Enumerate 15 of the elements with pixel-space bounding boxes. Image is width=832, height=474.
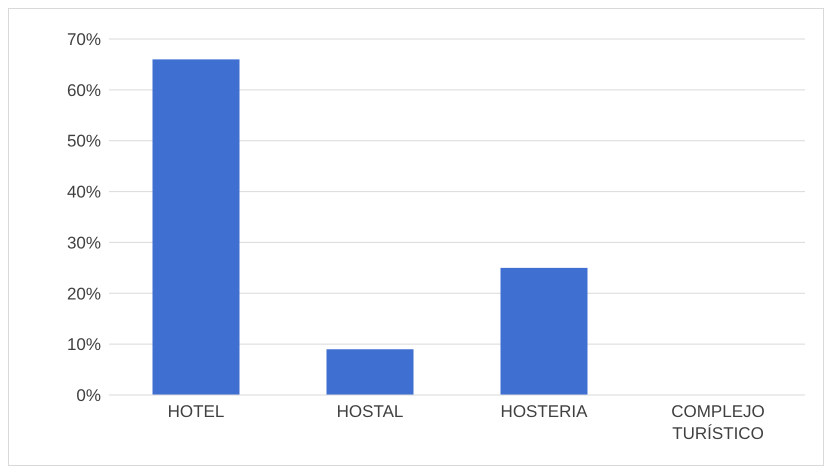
y-tick-label: 30% [66,233,101,252]
x-tick-label: HOSTERIA [500,402,588,421]
y-tick-label: 50% [66,132,101,151]
y-tick-label: 20% [66,284,101,304]
y-tick-label: 70% [66,30,101,50]
y-tick-label: 0% [76,386,101,406]
x-tick-label: HOTEL [168,402,224,421]
y-tick-label: 10% [66,335,101,354]
bar [500,268,588,395]
y-tick-label: 40% [66,182,101,202]
bar [152,59,240,395]
bar [326,349,414,395]
y-tick-label: 60% [66,80,101,100]
x-tick-label: HOSTAL [336,402,404,421]
x-tick-label: COMPLEJO TURÍSTICO [671,402,765,443]
